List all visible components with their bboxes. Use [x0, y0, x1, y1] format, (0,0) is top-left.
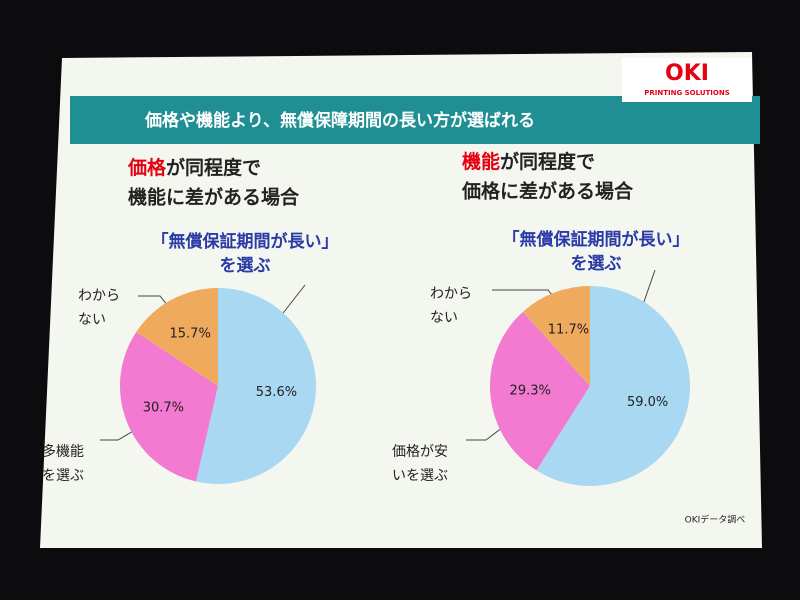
- logo-sub: PRINTING SOLUTIONS: [644, 89, 730, 97]
- category-label: わから: [430, 286, 472, 302]
- chart-subtitle: 機能に差がある場合: [128, 186, 300, 209]
- source: OKIデータ調べ: [685, 514, 746, 526]
- pie-slice: [489, 311, 590, 471]
- value-label: 53.6%: [256, 385, 297, 400]
- pie-slice: [119, 331, 218, 482]
- category-label: ない: [78, 312, 106, 328]
- slide-title: 価格や機能より、無償保障期間の長い方が選ばれる: [144, 110, 535, 131]
- value-label: 59.0%: [627, 395, 668, 410]
- pie-slice: [522, 286, 590, 386]
- value-label: 15.7%: [170, 327, 211, 342]
- title-highlight: 機能: [462, 150, 500, 173]
- chart-title: 機能が同程度で: [462, 150, 595, 173]
- pie-slice: [536, 286, 690, 486]
- category-label: 価格が安: [392, 444, 448, 460]
- category-label: ない: [430, 310, 458, 326]
- logo: OKI: [665, 61, 709, 86]
- category-label: を選ぶ: [220, 256, 271, 276]
- logo-box: [622, 58, 752, 102]
- value-label: 30.7%: [143, 400, 184, 415]
- pie-slice: [196, 288, 316, 484]
- title-rest: が同程度で: [500, 150, 595, 173]
- category-label: わから: [78, 288, 120, 304]
- title-band: [70, 96, 760, 144]
- category-label: を選ぶ: [42, 468, 84, 484]
- category-label: 「無償保証期間が長い」: [152, 231, 339, 252]
- category-label: 多機能: [42, 443, 84, 460]
- title-highlight: 価格: [127, 156, 167, 179]
- category-label: いを選ぶ: [392, 468, 448, 484]
- pie-slice: [136, 288, 218, 386]
- chart-title: 価格が同程度で: [127, 156, 261, 179]
- category-label: 「無償保証期間が長い」: [503, 229, 690, 250]
- chart-subtitle: 価格に差がある場合: [461, 180, 634, 203]
- title-rest: が同程度で: [166, 156, 261, 179]
- value-label: 29.3%: [510, 384, 551, 399]
- category-label: を選ぶ: [571, 254, 622, 274]
- value-label: 11.7%: [548, 323, 589, 338]
